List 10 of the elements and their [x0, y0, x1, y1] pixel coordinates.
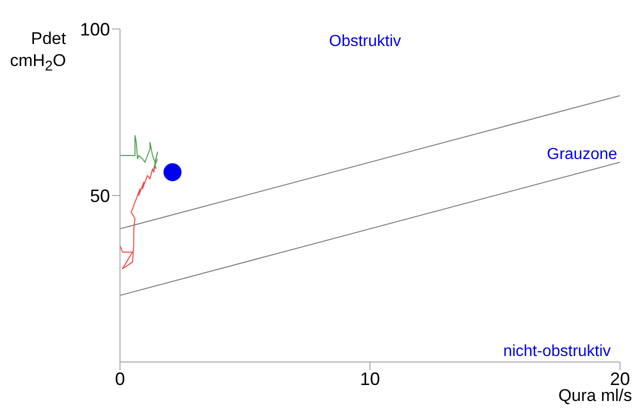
x-tick-label: 20	[610, 368, 630, 389]
annotation: Obstruktiv	[328, 33, 402, 51]
y-tick-label: 100	[80, 19, 110, 40]
y-tick-label: 50	[90, 186, 110, 206]
x-axis-title: Qura ml/s	[558, 386, 632, 406]
x-tick-label: 10	[360, 368, 380, 389]
y-axis-title: Pdet cmH$_{2}$O	[8, 28, 66, 76]
x-tick-label: 0	[114, 368, 126, 389]
annotation: Grauzone	[546, 146, 618, 164]
annotation: nicht-obstruktiv	[503, 343, 611, 361]
